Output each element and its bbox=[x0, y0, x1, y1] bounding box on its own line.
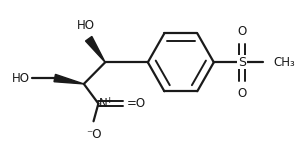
Polygon shape bbox=[85, 36, 105, 62]
Text: HO: HO bbox=[11, 72, 29, 84]
Text: O: O bbox=[237, 25, 247, 38]
Text: S: S bbox=[238, 56, 246, 69]
Text: O: O bbox=[237, 87, 247, 100]
Text: N: N bbox=[99, 97, 108, 110]
Text: +: + bbox=[105, 96, 112, 105]
Text: =O: =O bbox=[127, 97, 146, 110]
Text: HO: HO bbox=[77, 19, 95, 32]
Text: ⁻O: ⁻O bbox=[86, 128, 101, 141]
Text: CH₃: CH₃ bbox=[273, 56, 295, 69]
Polygon shape bbox=[54, 74, 84, 84]
